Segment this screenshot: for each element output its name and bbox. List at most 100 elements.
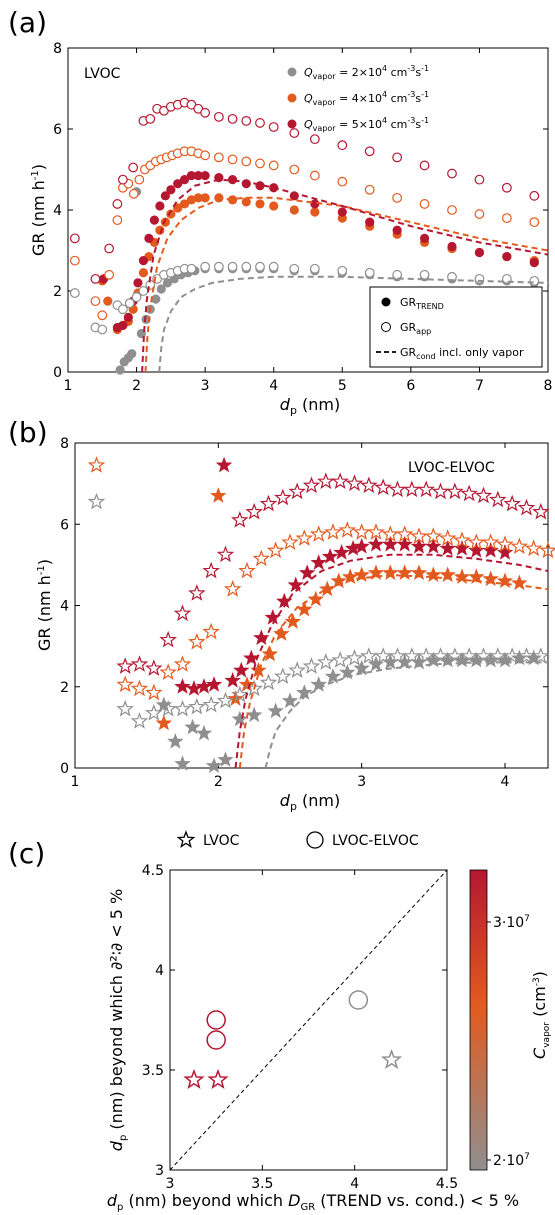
panel-b-ticks: 1 2 3 4 0 2 4 6 8 (60, 436, 548, 790)
data-point (274, 667, 292, 685)
data-point (367, 655, 385, 672)
data-point (447, 168, 457, 179)
y-tick-label: 0 (60, 761, 69, 777)
panel-c-data (169, 869, 448, 1171)
data-point (345, 649, 364, 666)
data-point (453, 531, 471, 548)
data-point (337, 176, 348, 187)
data-point (231, 510, 249, 528)
data-point (138, 286, 149, 296)
data-point (186, 263, 197, 274)
data-point (205, 676, 223, 692)
data-point (424, 527, 443, 544)
legend-lvoc-elvoc: LVOC-ELVOC (332, 833, 419, 849)
x-tick-label: 4 (501, 774, 510, 790)
data-point (269, 201, 279, 211)
colorbar-tick-low-label: 2·107 (493, 1152, 530, 1169)
data-point (195, 724, 213, 741)
data-point (298, 564, 316, 580)
data-point (128, 162, 139, 173)
y-tick-label: 4 (60, 599, 69, 615)
data-point (227, 261, 238, 272)
data-point (216, 691, 235, 709)
panel-a-inset-label: LVOC (84, 66, 121, 82)
data-point (324, 667, 342, 684)
data-point (496, 651, 514, 668)
panel-c-ticks: 3 3.5 4 4.5 3 3.5 4 4.5 (142, 863, 458, 1192)
legend-lvoc: LVOC (203, 833, 240, 849)
data-point (268, 122, 279, 132)
data-point (333, 544, 350, 560)
data-point (104, 269, 115, 280)
data-point (539, 541, 555, 559)
data-point (419, 160, 430, 171)
y-tick-label: 4.5 (142, 863, 164, 879)
data-point (252, 549, 271, 567)
y-tick-label: 3 (155, 1163, 164, 1179)
data-point (183, 1068, 205, 1090)
data-point (439, 539, 456, 556)
data-point (419, 199, 430, 209)
y-tick-label: 2 (53, 284, 62, 300)
data-point (145, 659, 163, 676)
data-point (116, 657, 134, 674)
data-point (309, 170, 320, 181)
data-point (360, 476, 378, 494)
data-point (202, 622, 220, 640)
data-point (374, 647, 392, 664)
data-point (227, 154, 238, 165)
data-point (173, 203, 183, 213)
data-point (215, 456, 233, 473)
data-point (374, 478, 392, 496)
data-point (425, 537, 442, 554)
data-point (352, 523, 371, 540)
x-tick-label: 3.5 (251, 1176, 273, 1192)
data-point (281, 533, 299, 550)
data-point (438, 529, 457, 546)
data-point (202, 695, 220, 713)
data-point (123, 312, 133, 322)
data-point (489, 647, 507, 664)
data-point (425, 566, 442, 583)
x-tick-label: 1 (71, 774, 80, 790)
legend-q-mid-marker (287, 93, 297, 103)
data-point (410, 527, 428, 544)
data-point (447, 241, 457, 252)
data-point (217, 751, 234, 767)
data-point (529, 217, 540, 228)
panel-c-ylabel: dp (nm) beyond which ∂²∶∂ < 5 % (107, 889, 129, 1151)
data-point (525, 649, 542, 666)
legend-q-mid: Qvapor = 4×104 cm-3s-1 (304, 90, 429, 107)
data-point (392, 152, 403, 163)
data-point (159, 663, 177, 680)
data-point (482, 651, 499, 668)
y-tick-label: 3.5 (142, 1063, 164, 1079)
data-point (381, 525, 400, 542)
legend-type-box (369, 286, 543, 368)
data-point (496, 572, 514, 589)
data-point (261, 645, 279, 662)
panel-b-label: (b) (8, 416, 48, 449)
data-point (200, 170, 210, 181)
x-tick-label: 7 (475, 378, 484, 394)
data-point (188, 632, 206, 650)
data-point (517, 647, 536, 664)
data-point (403, 647, 421, 664)
x-tick-label: 6 (406, 378, 415, 394)
data-point (310, 207, 320, 217)
data-point (337, 207, 347, 217)
colorbar-tick-high-label: 3·107 (493, 914, 530, 931)
data-point (425, 651, 442, 668)
data-point (213, 261, 224, 272)
data-point (419, 269, 430, 280)
data-point (202, 561, 220, 579)
data-point (382, 535, 399, 552)
data-point (69, 233, 80, 244)
x-tick-label: 3 (166, 1176, 175, 1192)
data-point (348, 990, 369, 1010)
data-point (224, 672, 241, 688)
x-tick-label: 3 (201, 378, 210, 394)
y-tick-label: 6 (53, 122, 62, 138)
cond-line (264, 661, 548, 769)
data-point (116, 675, 134, 693)
